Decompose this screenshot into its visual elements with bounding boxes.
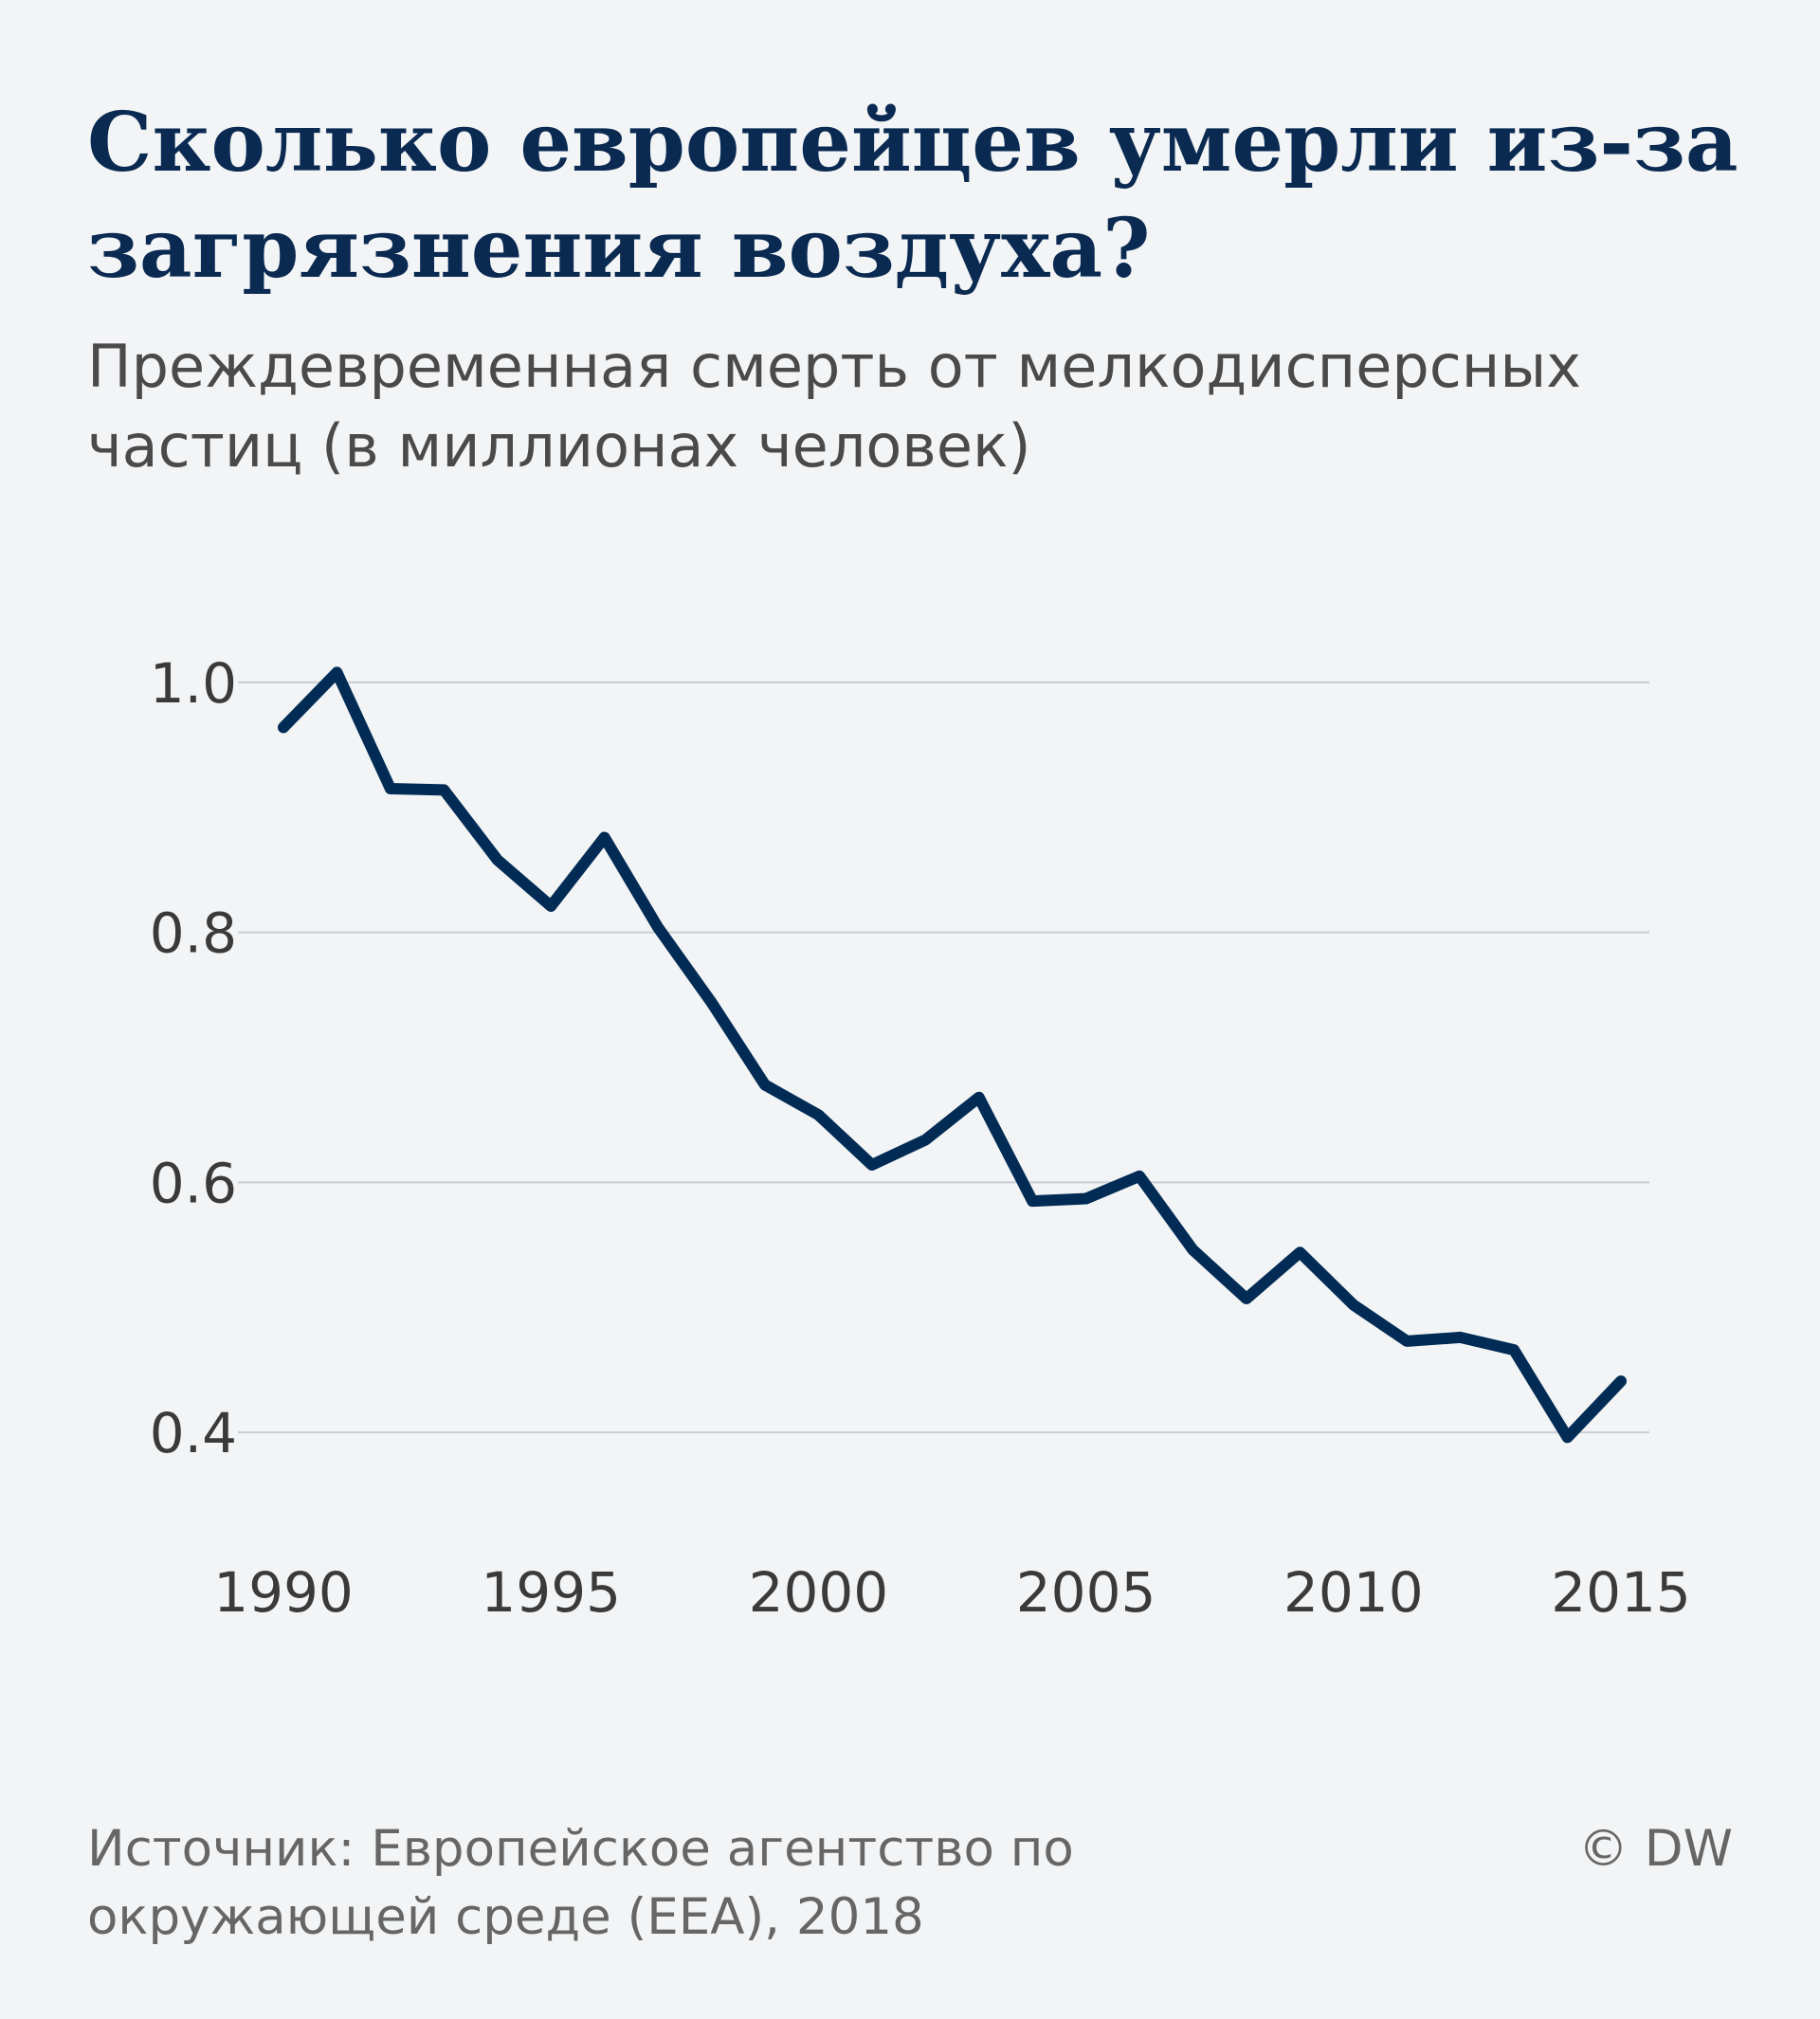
line: [278, 666, 1627, 1444]
chart-title: загрязнения воздуха?: [87, 201, 1151, 297]
source: Источник: Европейское агентство по: [87, 1820, 1074, 1878]
chart-subtitle: Преждевременная смерть от мелкодисперсны…: [87, 332, 1581, 401]
x-tick-label: 2010: [1283, 1560, 1424, 1625]
x-tick-label: 1995: [481, 1560, 621, 1625]
source: окружающей среде (EEA), 2018: [87, 1888, 924, 1946]
y-tick-label: 1.0: [150, 651, 237, 716]
y-tick-label: 0.4: [150, 1401, 237, 1465]
credit: © DW: [1578, 1820, 1733, 1878]
x-tick-label: 2005: [1016, 1560, 1156, 1625]
y-tick-label: 0.6: [150, 1151, 237, 1215]
chart-subtitle: частиц (в миллионах человек): [87, 411, 1031, 481]
chart-title: Сколько европейцев умерли из-за: [87, 95, 1738, 191]
y-tick-label: 0.8: [150, 901, 237, 966]
x-tick-label: 2015: [1551, 1560, 1691, 1625]
x-tick-label: 2000: [749, 1560, 889, 1625]
x-tick-label: 1990: [213, 1560, 354, 1625]
